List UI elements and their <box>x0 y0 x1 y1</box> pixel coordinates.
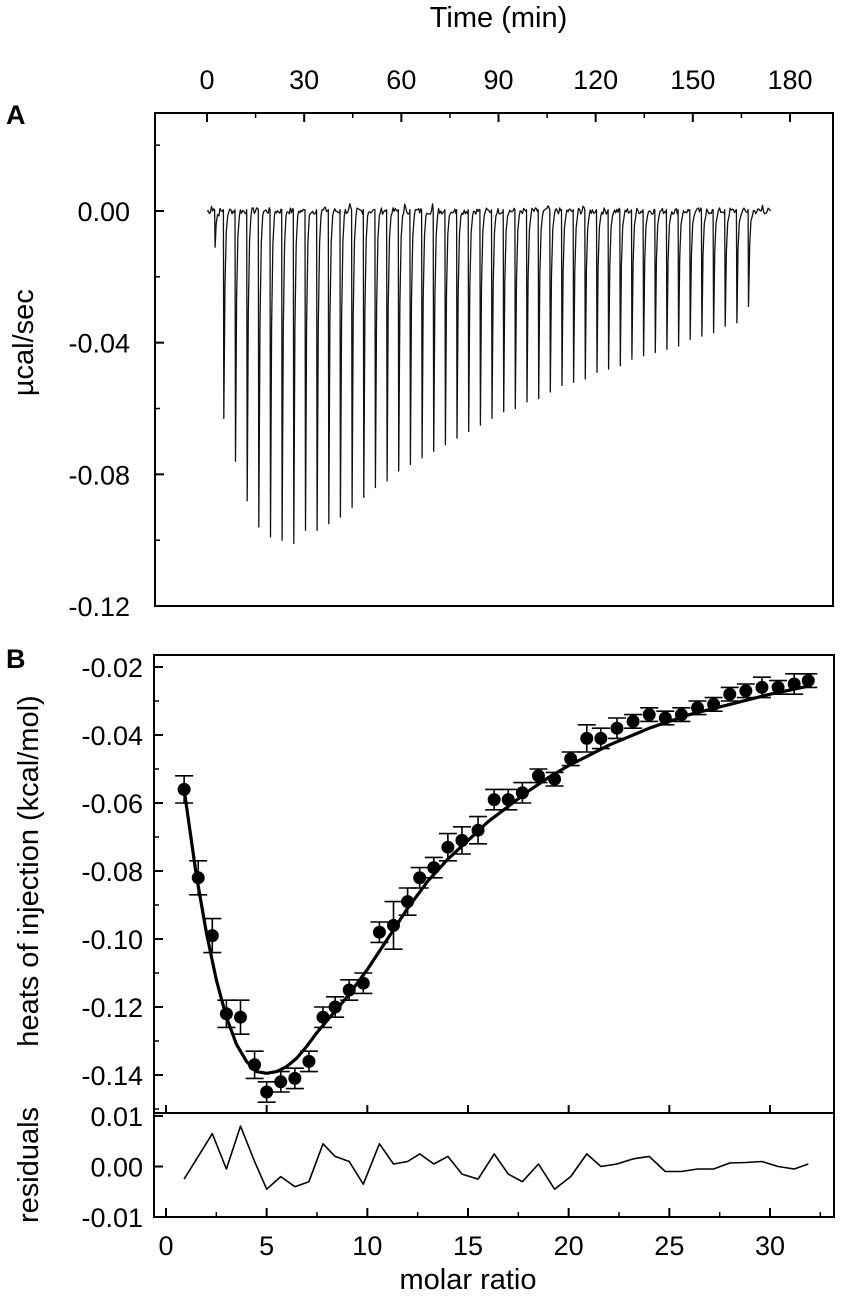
panel-label-b: B <box>6 644 26 674</box>
panel-b-data-point <box>548 773 561 786</box>
panel-a-x-axis-title: Time (min) <box>430 2 567 34</box>
panel-a-x-tick-label: 0 <box>199 65 214 95</box>
panel-a-y-tick-label: 0.00 <box>77 197 130 227</box>
panel-b-y-tick-label: -0.08 <box>81 857 143 887</box>
residuals-y-axis-title: residuals <box>13 1107 45 1223</box>
panel-b-y-tick-label: -0.12 <box>81 993 143 1023</box>
panel-b-data-point <box>594 732 607 745</box>
panel-b-data-point <box>580 732 593 745</box>
panel-b-data-point <box>260 1086 273 1099</box>
panel-b-data-point <box>401 895 414 908</box>
panel-b-fit-curve <box>184 686 810 1074</box>
panel-b-data-point <box>502 793 515 806</box>
residuals-x-tick-label: 20 <box>554 1231 584 1261</box>
panel-a-x-tick-label: 90 <box>483 65 513 95</box>
panel-b-data-point <box>707 698 720 711</box>
panel-b-data-point <box>248 1058 261 1071</box>
panel-b-y-tick-label: -0.10 <box>81 925 143 955</box>
residuals-plot: 0.01 0.00 -0.01 0 5 10 15 20 25 30 residuals molar … <box>13 1102 834 1296</box>
panel-b-data-point <box>441 841 454 854</box>
panel-b-y-tick-label: -0.14 <box>81 1061 143 1091</box>
panel-b-data-point <box>373 926 386 939</box>
panel-b-data-point <box>691 701 704 714</box>
residuals-x-tick-label: 10 <box>352 1231 382 1261</box>
panel-b-data-point <box>564 752 577 765</box>
panel-b-data-point <box>427 861 440 874</box>
panel-b-data-point <box>516 786 529 799</box>
panel-b-data-point <box>178 783 191 796</box>
panel-a-y-tick-label: -0.12 <box>68 592 130 622</box>
residuals-x-tick-label: 30 <box>755 1231 785 1261</box>
panel-b-data-point <box>610 722 623 735</box>
panel-b-data-point <box>206 929 219 942</box>
panel-label-a: A <box>6 100 26 130</box>
panel-b-frame <box>154 655 834 1113</box>
panel-a-thermogram: 0 30 60 90 120 150 180 Time (min) 0.00 -0.04 -0.08… <box>8 2 833 622</box>
panel-b-data-point <box>455 834 468 847</box>
panel-a-y-tick-label: -0.08 <box>68 460 130 490</box>
panel-a-thermogram-trace <box>207 204 771 544</box>
residuals-line <box>184 1126 808 1189</box>
panel-b-data-point <box>274 1075 287 1088</box>
panel-b-data-point <box>755 681 768 694</box>
panel-b-y-tick-label: -0.06 <box>81 789 143 819</box>
panel-b-data-point <box>329 1001 342 1014</box>
panel-b-data-point <box>472 824 485 837</box>
panel-b-data-point <box>488 793 501 806</box>
panel-b-data-point <box>675 708 688 721</box>
residuals-y-tick-label: 0.00 <box>90 1153 143 1183</box>
panel-b-data-point <box>723 688 736 701</box>
residuals-y-tick-label: -0.01 <box>81 1203 143 1233</box>
panel-a-x-tick-label: 120 <box>573 65 618 95</box>
residuals-x-axis-title: molar ratio <box>400 1264 537 1296</box>
panel-b-data-point <box>234 1011 247 1024</box>
panel-b-data-point <box>343 984 356 997</box>
panel-b-y-axis-title: heats of injection (kcal/mol) <box>13 695 45 1046</box>
panel-a-x-tick-label: 180 <box>767 65 812 95</box>
residuals-x-tick-label: 25 <box>654 1231 684 1261</box>
residuals-x-tick-label: 5 <box>259 1231 274 1261</box>
panel-b-data-point <box>387 919 400 932</box>
panel-b-data-point <box>643 708 656 721</box>
panel-b-data-point <box>659 712 672 725</box>
panel-b-data-point <box>532 769 545 782</box>
residuals-x-tick-label: 0 <box>158 1231 173 1261</box>
panel-a-y-tick-label: -0.04 <box>68 329 130 359</box>
panel-b-data-point <box>739 684 752 697</box>
panel-b-y-tick-label: -0.04 <box>81 721 143 751</box>
panel-a-x-tick-label: 60 <box>386 65 416 95</box>
panel-b-binding-isotherm: -0.02 -0.04 -0.06 -0.08 -0.10 -0.12 -0.14 heats… <box>13 653 834 1113</box>
panel-b-y-tick-label: -0.02 <box>81 653 143 683</box>
panel-a-y-axis-title: µcal/sec <box>8 289 40 396</box>
panel-b-data-point <box>413 871 426 884</box>
residuals-x-tick-label: 15 <box>453 1231 483 1261</box>
panel-b-data-point <box>802 674 815 687</box>
panel-a-x-tick-label: 150 <box>670 65 715 95</box>
panel-b-data-point <box>788 678 801 691</box>
panel-a-x-tick-label: 30 <box>289 65 319 95</box>
panel-a-frame <box>155 113 833 606</box>
panel-b-data-point <box>357 977 370 990</box>
panel-b-data-point <box>220 1007 233 1020</box>
panel-b-data-point <box>772 681 785 694</box>
panel-b-data-point <box>302 1055 315 1068</box>
panel-b-data-point <box>192 871 205 884</box>
panel-b-data-point <box>288 1072 301 1085</box>
residuals-y-tick-label: 0.01 <box>90 1102 143 1132</box>
panel-b-data-point <box>627 715 640 728</box>
